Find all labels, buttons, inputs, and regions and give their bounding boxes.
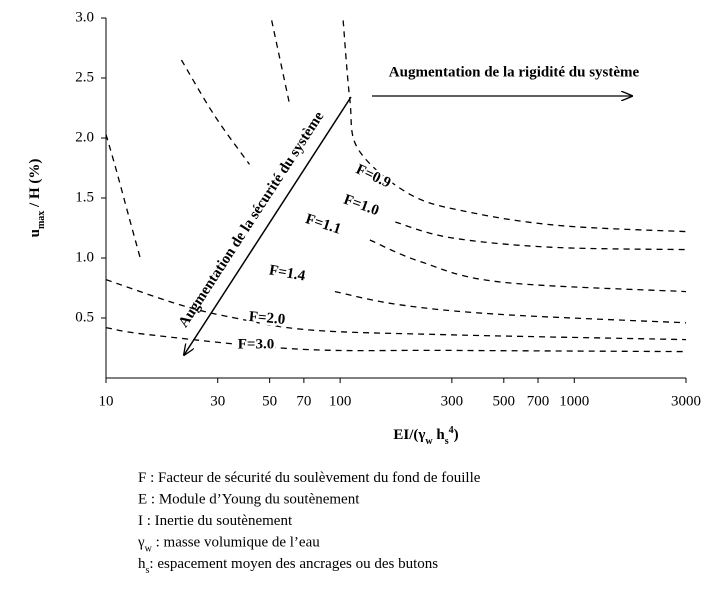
x-axis-label: EI/(γw hs4) (393, 425, 458, 447)
y-tick-label: 2.0 (75, 129, 94, 145)
note-part: : masse volumique de l’eau (152, 535, 320, 551)
curve (105, 326, 687, 353)
curve-label: F=3.0 (238, 336, 274, 352)
note: E : Module d’Young du soutènement (138, 492, 360, 508)
x-axis-label-part: s (445, 436, 449, 447)
x-tick-label: 50 (262, 393, 277, 409)
note-part: h (138, 556, 146, 572)
arrow (184, 96, 352, 355)
note: I : Inertie du soutènement (138, 513, 293, 529)
curve-label: F=1.0 (341, 192, 381, 220)
x-tick-label: 500 (493, 393, 516, 409)
curve (342, 20, 687, 233)
y-tick-label: 2.5 (75, 69, 94, 85)
curve-label: F=2.0 (248, 309, 286, 328)
x-axis-label-part: 4 (449, 425, 454, 436)
x-tick-label: 70 (296, 393, 311, 409)
x-tick-label: 10 (99, 393, 114, 409)
curve-label: F=1.1 (303, 211, 343, 237)
x-tick-label: 3000 (671, 393, 701, 409)
note-part: E : Module d’Young du soutènement (138, 492, 360, 508)
y-axis-label-part: / H (%) (27, 159, 43, 211)
curve (105, 278, 687, 341)
y-tick-label: 0.5 (75, 309, 94, 325)
curve (369, 239, 687, 293)
x-tick-label: 1000 (559, 393, 589, 409)
note-part: s (146, 565, 150, 576)
y-axis-label-part: u (27, 229, 43, 237)
note-part: I : Inertie du soutènement (138, 513, 293, 529)
note-part: γ (137, 535, 145, 551)
y-tick-label: 1.0 (75, 249, 94, 265)
x-tick-label: 300 (441, 393, 464, 409)
x-axis-label-part: w (425, 436, 433, 447)
note-part: F : Facteur de sécurité du soulèvement d… (138, 470, 481, 486)
x-tick-label: 100 (329, 393, 352, 409)
note-part: : espacement moyen des ancrages ou des b… (149, 556, 438, 572)
curve (105, 134, 141, 259)
note: hs: espacement moyen des ancrages ou des… (138, 556, 438, 575)
y-tick-label: 1.5 (75, 189, 94, 205)
x-axis-label-part: EI/(γ (393, 427, 425, 443)
note-part: w (145, 543, 153, 554)
note: γw : masse volumique de l’eau (137, 535, 320, 554)
curve (271, 20, 291, 106)
x-tick-label: 700 (527, 393, 550, 409)
y-axis-label: umax / H (%) (27, 159, 46, 238)
curve (395, 221, 687, 251)
curve (180, 59, 251, 165)
x-tick-label: 30 (210, 393, 225, 409)
x-axis-label-part: ) (454, 427, 459, 443)
x-axis-label-part: h (433, 427, 446, 443)
note: F : Facteur de sécurité du soulèvement d… (138, 470, 481, 486)
curve-label: F=0.9 (353, 162, 393, 192)
curve (334, 290, 687, 324)
y-axis-label-part: max (36, 211, 47, 229)
curve-label: F=1.4 (268, 262, 307, 284)
annotation: Augmentation de la rigidité du système (389, 64, 640, 80)
y-tick-label: 3.0 (75, 9, 94, 25)
